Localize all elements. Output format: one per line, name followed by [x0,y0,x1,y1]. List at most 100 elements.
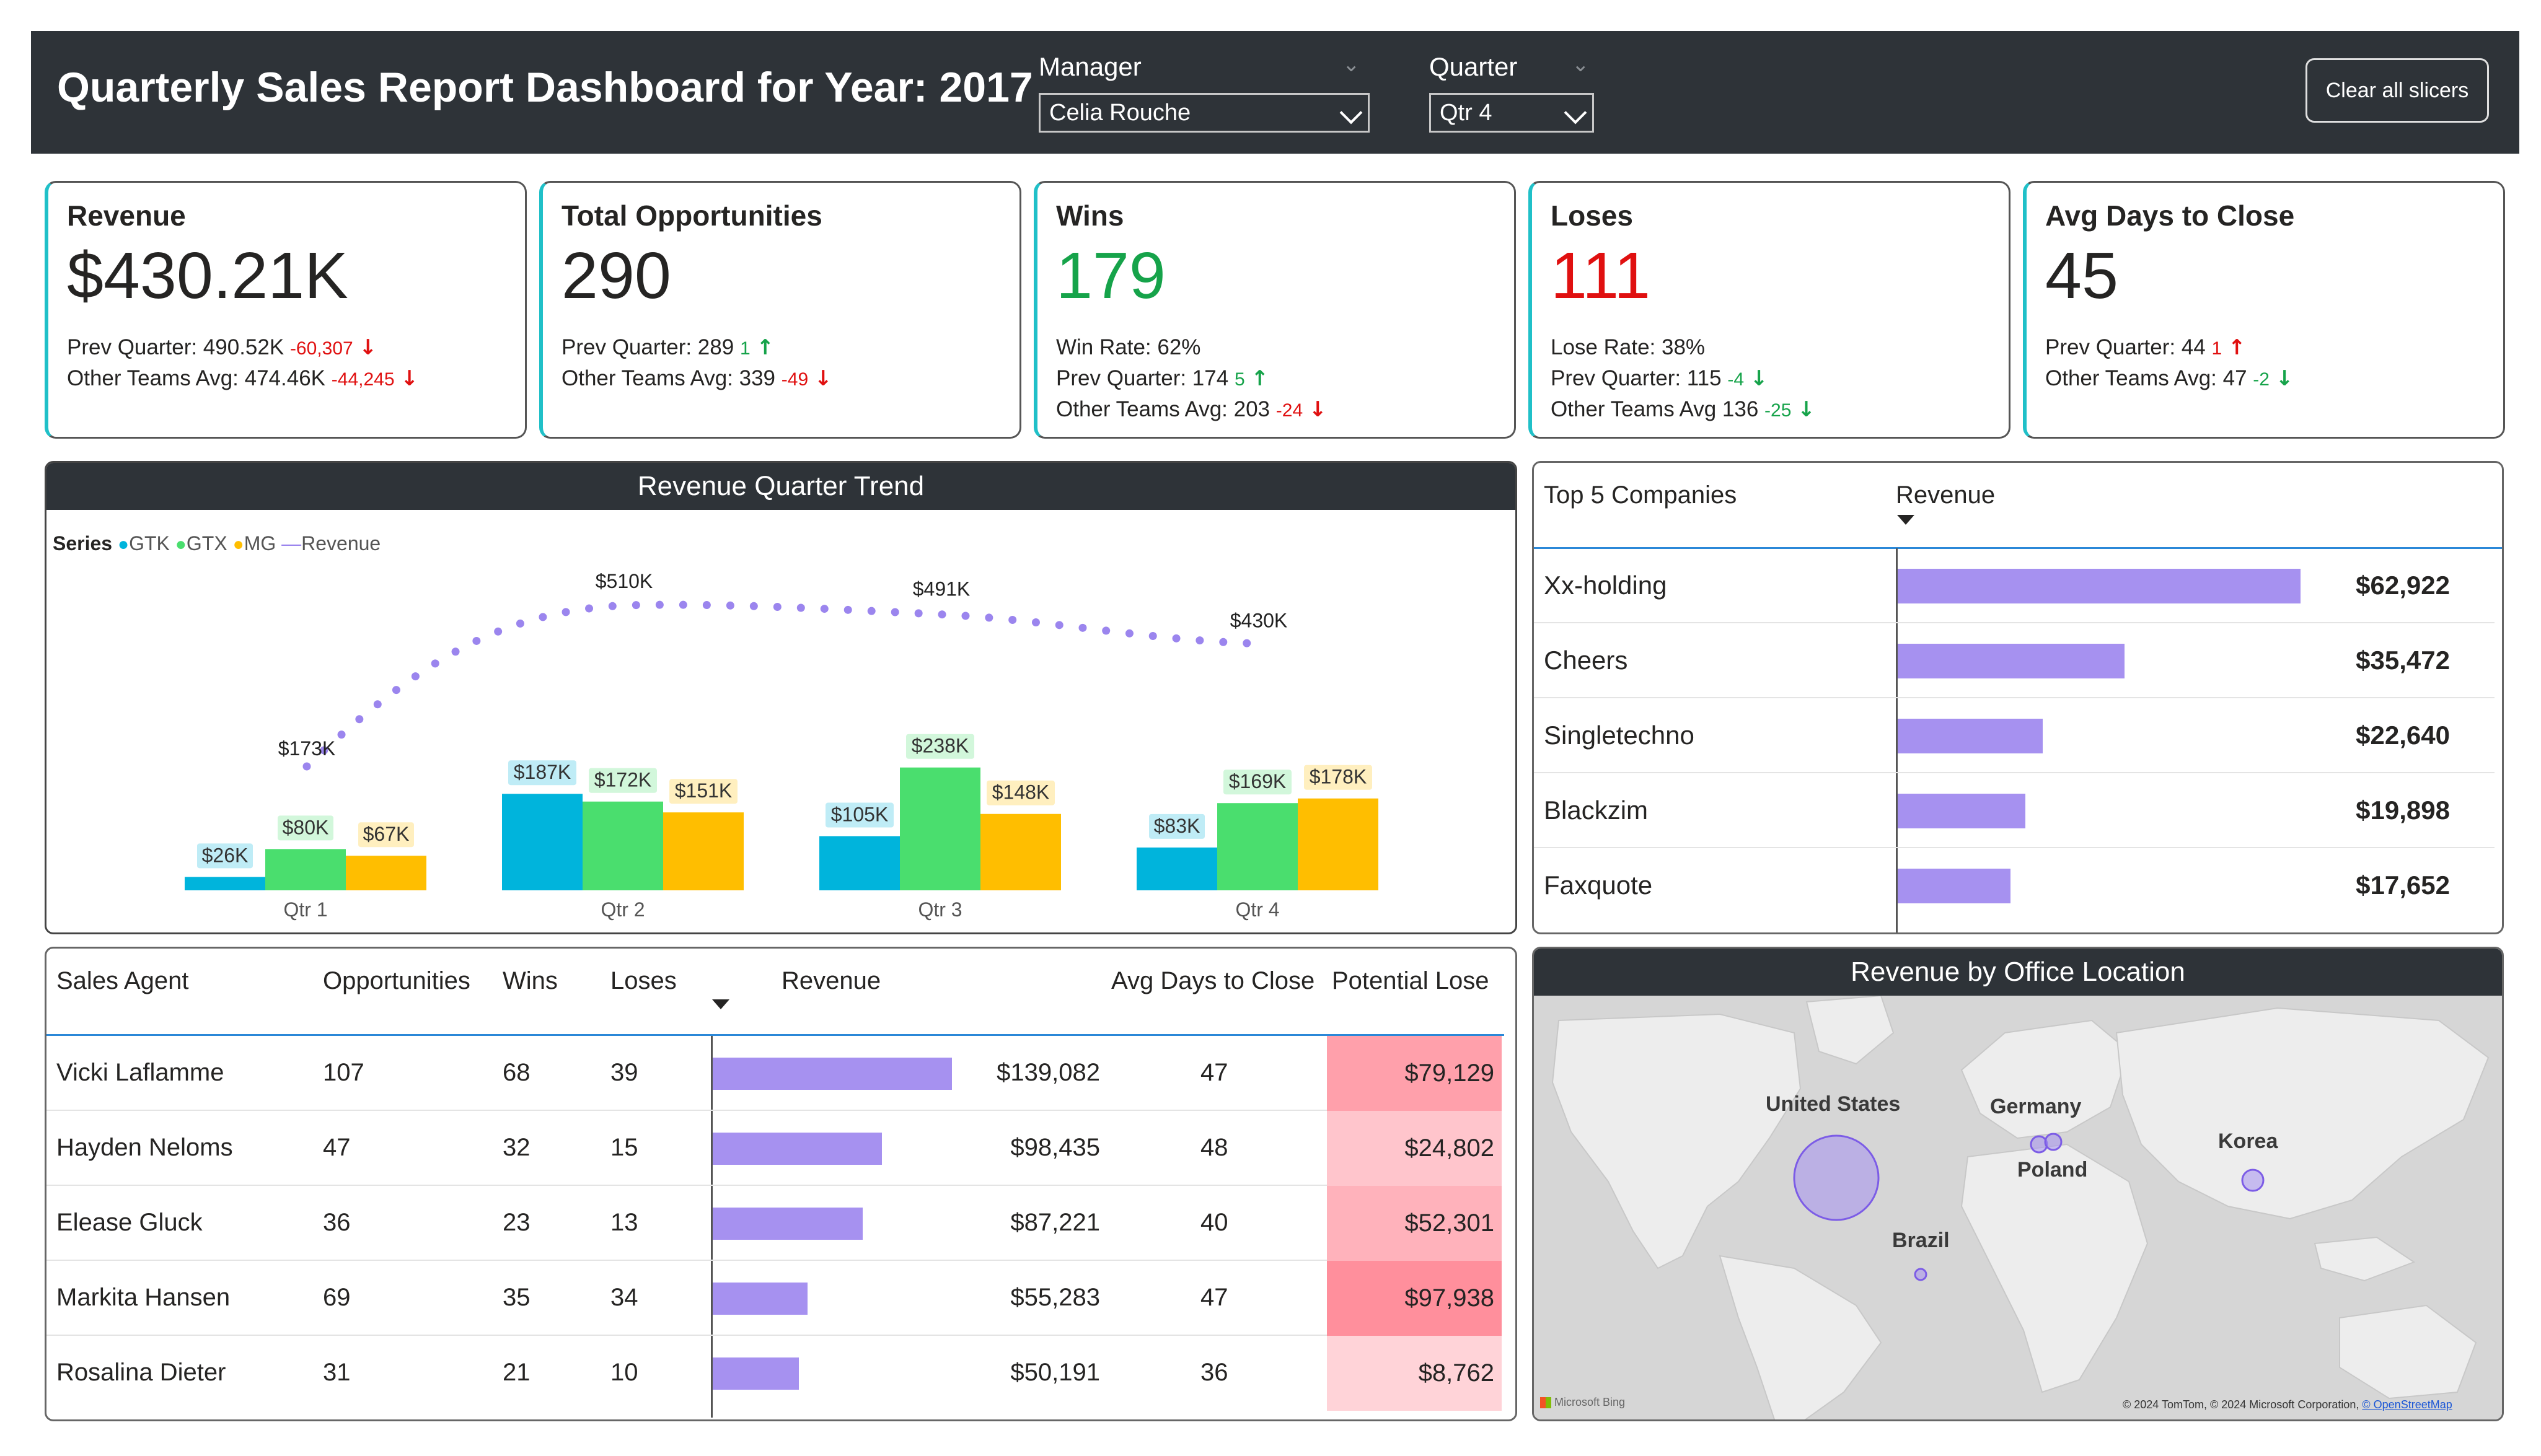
row-divider [1534,847,2495,848]
bar-gtx-qtr2[interactable] [583,801,663,890]
col-header-agent[interactable]: Sales Agent [56,967,189,994]
table-row[interactable]: Markita Hansen 69 35 34 47 $55,283 $97,938 [46,1261,1504,1336]
map-label-brazil: Brazil [1892,1229,1950,1252]
osm-link[interactable]: © OpenStreetMap [2362,1398,2452,1411]
avg-days-value: 47 [1200,1283,1228,1311]
legend-line-icon: — [281,532,302,555]
company-revenue: $35,472 [2356,645,2450,675]
revenue-line-series[interactable] [302,600,1263,771]
opportunities-value: 69 [323,1283,351,1311]
table-row[interactable]: Faxquote $17,652 [1534,848,2502,923]
bar-mg-qtr1[interactable] [346,856,426,890]
table-row[interactable]: Cheers $35,472 [1534,623,2502,698]
row-divider [46,1185,1327,1186]
company-revenue: $17,652 [2356,870,2450,900]
kpi-line-label: Other Teams Avg: 474.46K [67,366,326,390]
bar-gtk-qtr2[interactable] [502,794,583,890]
legend-item[interactable]: GTX [186,532,227,555]
data-label: $26K [202,844,249,866]
company-name: Xx-holding [1544,570,1667,600]
world-map[interactable] [1534,996,2504,1421]
data-label-background [358,822,414,848]
col-header-loses[interactable]: Loses [610,967,677,994]
table-row[interactable]: Hayden Neloms 47 32 15 48 $98,435 $24,802 [46,1111,1504,1186]
kpi-line-label: Other Teams Avg 136 [1551,397,1759,421]
kpi-card-revenue: Revenue $430.21K Prev Quarter: 490.52K -… [45,181,527,439]
kpi-card-loses: Loses 111 Lose Rate: 38% Prev Quarter: 1… [1528,181,2010,439]
legend-title: Series [53,532,113,555]
col-header-revenue[interactable]: Revenue [782,967,881,994]
kpi-title: Wins [1056,200,1124,232]
bar-mg-qtr3[interactable] [980,814,1061,890]
bar-gtk-qtr4[interactable] [1137,847,1217,890]
opportunities-value: 107 [323,1058,364,1086]
col-header-opportunities[interactable]: Opportunities [323,967,470,994]
revenue-line-label: $173K [278,737,336,760]
avg-days-value: 40 [1200,1208,1228,1236]
table-row[interactable]: Singletechno $22,640 [1534,698,2502,773]
top5-header-company[interactable]: Top 5 Companies [1544,481,1737,509]
kpi-line: Lose Rate: 38% [1551,335,1705,360]
data-label-background [906,734,974,759]
bar-gtx-qtr3[interactable] [900,767,980,890]
table-row[interactable]: Elease Gluck 36 23 13 40 $87,221 $52,301 [46,1186,1504,1261]
data-label-background [987,780,1055,805]
opportunities-value: 36 [323,1208,351,1236]
bing-logo: Microsoft Bing [1540,1396,1625,1409]
revenue-bar [1898,868,2010,903]
bar-gtx-qtr1[interactable] [265,849,346,890]
data-label-background [278,815,333,841]
revenue-bar [1898,568,2301,603]
top5-header-revenue[interactable]: Revenue [1896,481,1996,509]
kpi-card-opportunities: Total Opportunities 290 Prev Quarter: 28… [539,181,1021,439]
potential-lose-value: $24,802 [1327,1111,1502,1186]
office-location-map-panel: Revenue by Office Location United States… [1532,947,2504,1421]
bar-gtk-qtr1[interactable] [185,877,265,890]
bar-axis [711,1036,713,1418]
manager-dropdown[interactable]: Celia Rouche [1039,93,1370,133]
legend-item[interactable]: Revenue [301,532,381,555]
kpi-line: Prev Quarter: 289 1 ↑ [561,335,774,360]
legend-item[interactable]: MG [244,532,276,555]
clear-all-slicers-button[interactable]: Clear all slicers [2305,58,2489,123]
table-row[interactable]: Vicki Laflamme 107 68 39 47 $139,082 $79,129 [46,1036,1504,1111]
col-header-potential-lose[interactable]: Potential Lose [1332,967,1489,994]
kpi-line: Other Teams Avg: 474.46K -44,245 ↓ [67,366,418,391]
revenue-bar [1898,793,2025,828]
data-label: $80K [283,816,329,838]
row-divider [1534,772,2495,773]
data-label-background [1223,770,1292,795]
map-bubble-poland[interactable] [2044,1133,2063,1151]
agent-name: Vicki Laflamme [56,1058,224,1086]
table-row[interactable]: Xx-holding $62,922 [1534,548,2502,623]
chevron-down-icon[interactable]: ⌄ [1572,53,1590,76]
map-bubble-brazil[interactable] [1914,1268,1927,1281]
sort-desc-icon[interactable] [712,999,729,1009]
header-bar: Quarterly Sales Report Dashboard for Yea… [31,31,2519,154]
kpi-line: Prev Quarter: 490.52K -60,307 ↓ [67,335,377,360]
bar-mg-qtr4[interactable] [1298,798,1378,890]
opportunities-value: 31 [323,1358,351,1386]
legend-item[interactable]: GTK [129,532,170,555]
quarter-dropdown[interactable]: Qtr 4 [1429,93,1594,133]
company-name: Blackzim [1544,795,1649,825]
map-bubble-united-states[interactable] [1793,1134,1880,1221]
col-header-avg-days[interactable]: Avg Days to Close [1111,967,1315,994]
col-header-wins[interactable]: Wins [503,967,558,994]
kpi-line: Prev Quarter: 44 1 ↑ [2045,335,2245,360]
data-label: $83K [1154,815,1200,837]
bar-gtx-qtr4[interactable] [1217,803,1298,890]
data-label-background [826,802,894,828]
kpi-title: Loses [1551,200,1633,232]
revenue-bar [713,1357,799,1390]
table-row[interactable]: Rosalina Dieter 31 21 10 36 $50,191 $8,762 [46,1336,1504,1411]
chevron-down-icon[interactable]: ⌄ [1342,53,1360,76]
bar-gtk-qtr3[interactable] [819,836,900,890]
table-row[interactable]: Blackzim $19,898 [1534,773,2502,848]
bar-mg-qtr2[interactable] [663,812,744,890]
kpi-line: Other Teams Avg 136 -25 ↓ [1551,397,1815,422]
sort-desc-icon[interactable] [1897,515,1914,525]
x-axis-tick-label: Qtr 2 [601,898,645,921]
wins-value: 68 [503,1058,531,1086]
map-bubble-korea[interactable] [2241,1169,2265,1192]
